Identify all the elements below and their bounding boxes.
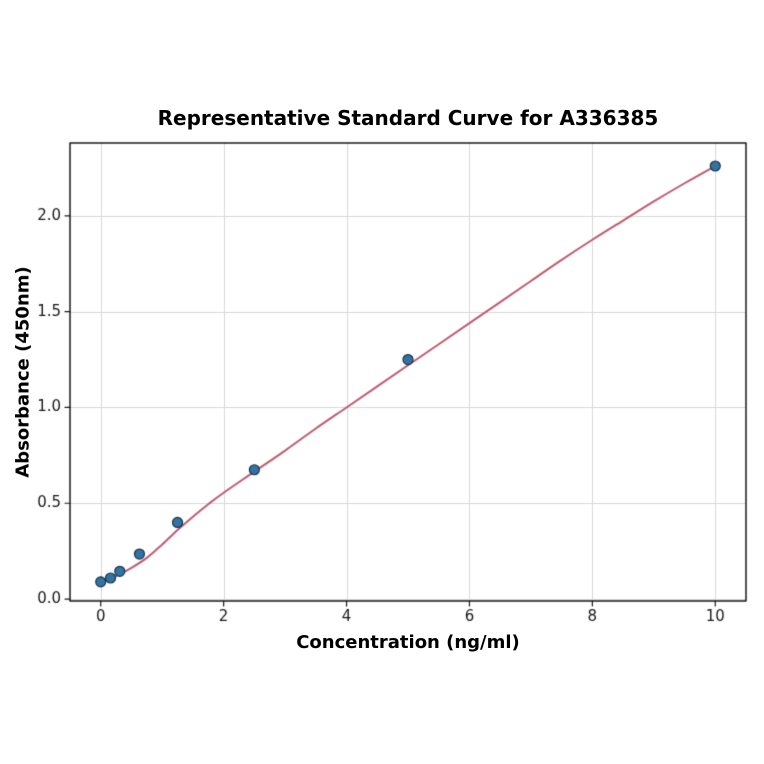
x-axis-label: Concentration (ng/ml): [296, 632, 520, 653]
chart-title: Representative Standard Curve for A33638…: [157, 106, 659, 130]
y-axis-label: Absorbance (450nm): [12, 266, 34, 478]
